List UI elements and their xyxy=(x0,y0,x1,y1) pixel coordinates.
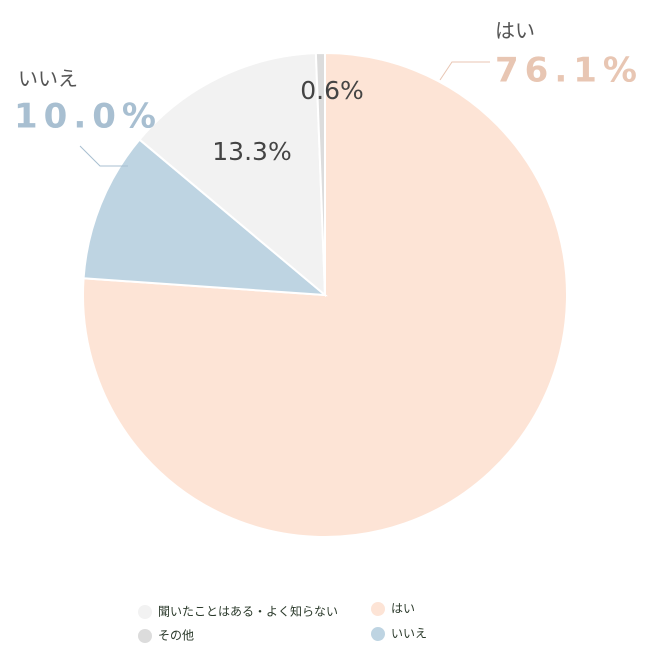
leader-line xyxy=(79,145,128,167)
pie-slice xyxy=(82,138,329,297)
legend-label: はい xyxy=(391,602,415,616)
category-label: いいえ xyxy=(18,67,78,91)
pie-slice xyxy=(138,52,327,298)
legend-label: その他 xyxy=(158,629,194,643)
value-label: 76.1% xyxy=(495,51,643,91)
value-label: 13.3% xyxy=(212,137,291,166)
legend-label: 聞いたことはある・よく知らない xyxy=(158,605,338,619)
leader-line xyxy=(439,61,490,81)
value-label: 10.0% xyxy=(14,97,162,137)
value-label: 0.6% xyxy=(300,76,364,105)
pie-slice xyxy=(314,51,326,296)
legend-label: いいえ xyxy=(391,627,427,641)
category-label: はい xyxy=(495,19,535,43)
legend-swatch xyxy=(371,602,385,616)
pie-slice xyxy=(82,51,568,538)
legend-swatch xyxy=(138,605,152,619)
legend-swatch xyxy=(371,627,385,641)
legend-swatch xyxy=(138,629,152,643)
